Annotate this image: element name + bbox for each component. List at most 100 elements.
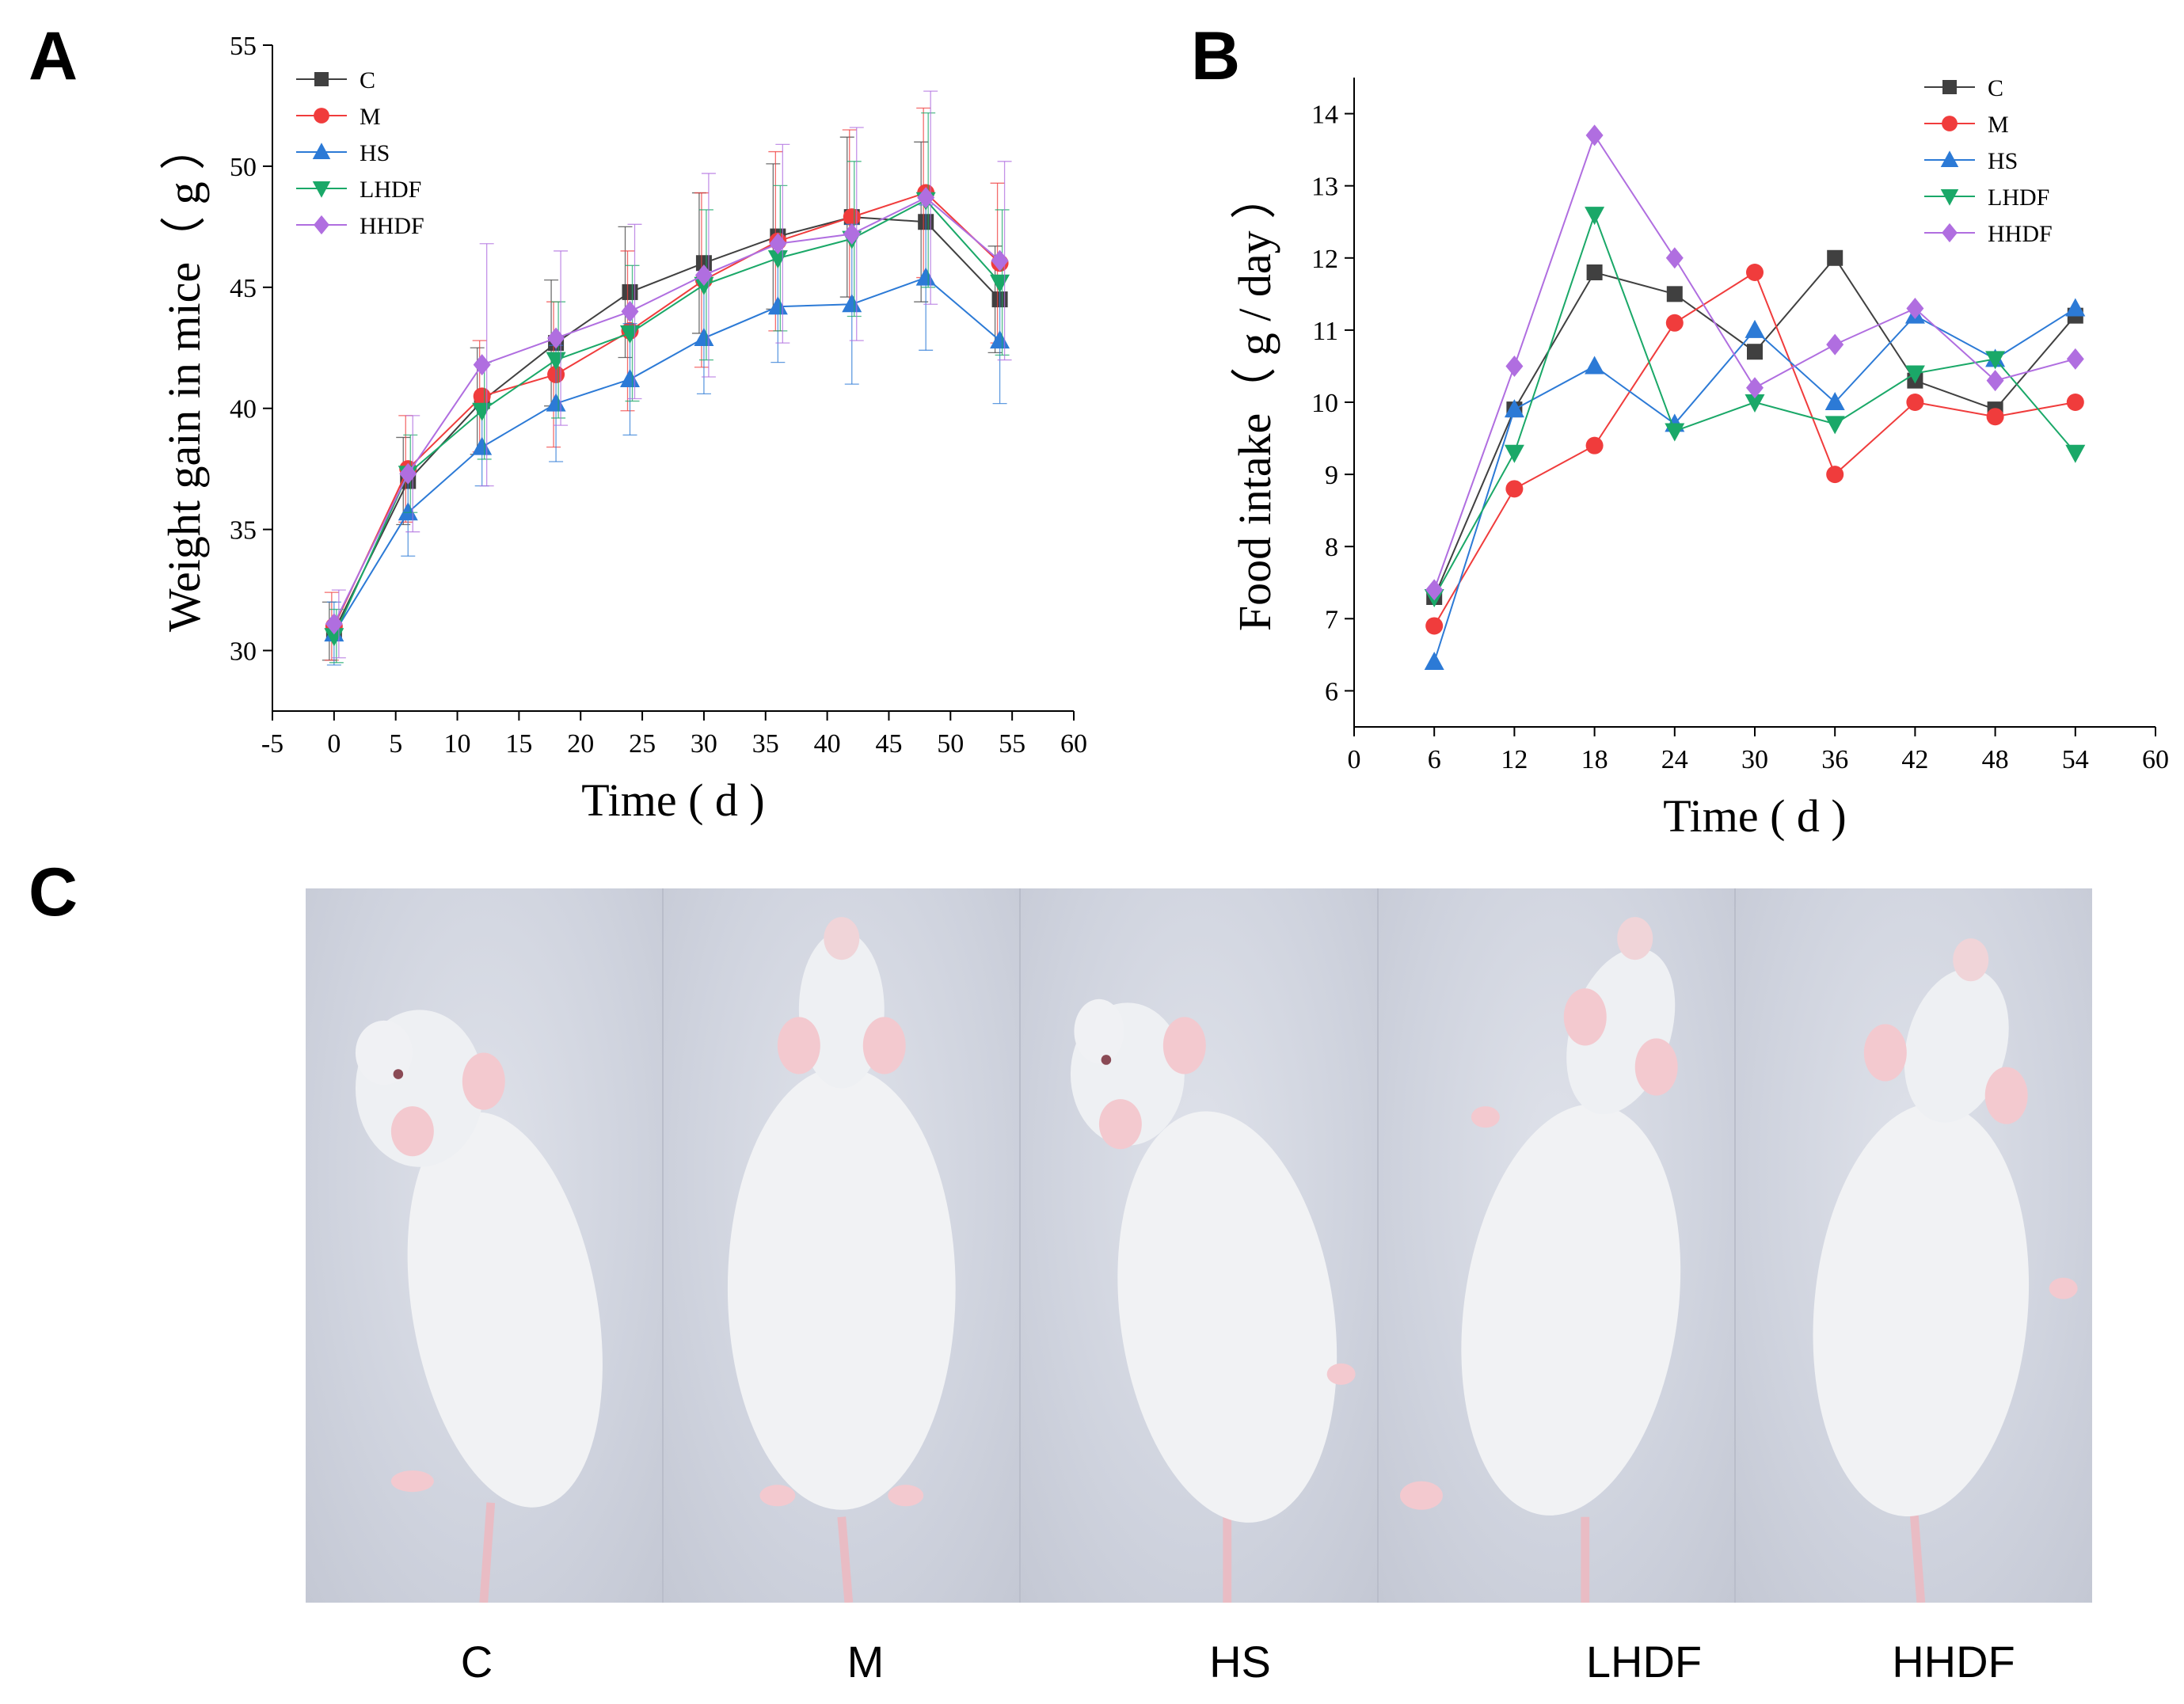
legend-marker-lhdf [1940, 189, 1959, 206]
legend-marker-m [1942, 116, 1958, 131]
x-tick-label: 10 [444, 729, 471, 759]
data-point-hs [1424, 652, 1444, 670]
x-tick-label: 42 [1901, 745, 1928, 774]
x-axis-label: Time ( d ) [581, 774, 765, 826]
mouse-m-illustration [727, 917, 956, 1603]
x-tick-label: 25 [629, 729, 656, 759]
legend-label-hs: HS [360, 140, 390, 166]
x-tick-label: 5 [389, 729, 402, 759]
y-tick-label: 9 [1325, 461, 1338, 490]
legend-label-lhdf: LHDF [360, 177, 421, 203]
data-point-hs [767, 296, 788, 315]
photo-label-m: M [847, 1637, 885, 1687]
y-tick-label: 6 [1325, 677, 1338, 706]
legend-label-lhdf: LHDF [1988, 184, 2049, 211]
data-point-hs [1585, 356, 1605, 375]
x-tick-label: 15 [505, 729, 532, 759]
series-line-m [333, 192, 1001, 627]
data-point-hs [1504, 399, 1524, 418]
data-point-hs [2065, 298, 2086, 317]
data-point-lhdf [2065, 444, 2086, 463]
y-tick-label: 35 [230, 516, 257, 546]
x-tick-label: 54 [2062, 745, 2089, 774]
data-point-hhdf [547, 327, 565, 349]
x-tick-label: 36 [1821, 745, 1848, 774]
data-point-hhdf [325, 613, 343, 635]
legend-marker-hs [312, 143, 331, 159]
photo-label-hs: HS [1209, 1637, 1271, 1687]
legend-marker-hhdf [314, 215, 329, 235]
data-point-lhdf [1665, 423, 1685, 442]
mouse-hhdf-illustration [1813, 938, 2078, 1603]
x-tick-label: 30 [691, 729, 717, 759]
x-tick-label: 60 [1060, 729, 1087, 759]
x-tick-label: 18 [1581, 745, 1608, 774]
data-point-hs [1824, 392, 1845, 410]
y-tick-label: 10 [1311, 389, 1338, 418]
y-tick-label: 12 [1311, 245, 1338, 274]
x-tick-label: 6 [1428, 745, 1441, 774]
mouse-photo-m [661, 888, 1020, 1603]
data-point-m [2066, 394, 2084, 411]
legend-label-hhdf: HHDF [1988, 221, 2053, 247]
y-tick-label: 40 [230, 395, 257, 424]
x-tick-label: 40 [814, 729, 841, 759]
data-point-m [1425, 617, 1444, 635]
data-point-m [1505, 480, 1524, 498]
y-tick-label: 7 [1325, 605, 1338, 634]
x-tick-label: 0 [327, 729, 341, 759]
x-tick-label: 60 [2142, 745, 2169, 774]
data-point-hhdf [843, 223, 861, 245]
y-tick-label: 14 [1311, 101, 1338, 130]
data-point-hhdf [1665, 247, 1684, 269]
legend-label-m: M [1988, 112, 2009, 138]
panel-label-b: B [1191, 18, 1241, 94]
y-tick-label: 55 [230, 32, 257, 61]
mouse-photo-lhdf [1376, 888, 1735, 1603]
series-line-hhdf [333, 196, 1001, 625]
panel-label-a: A [29, 18, 78, 94]
mouse-photo-hhdf [1734, 888, 2092, 1603]
data-point-hs [1745, 319, 1765, 338]
x-tick-label: 24 [1661, 745, 1688, 774]
data-point-c [1827, 249, 1843, 266]
series-line-lhdf [333, 199, 1001, 637]
data-point-lhdf [1985, 351, 2006, 370]
data-point-lhdf [1504, 444, 1524, 463]
data-point-m [1906, 394, 1924, 411]
data-point-hs [990, 330, 1010, 349]
mouse-photo-c [306, 888, 662, 1603]
data-point-lhdf [546, 352, 566, 371]
panel-label-c: C [29, 854, 78, 930]
data-point-hhdf [991, 249, 1009, 272]
data-point-hs [694, 328, 714, 347]
y-tick-label: 11 [1312, 317, 1338, 346]
data-point-lhdf [1585, 207, 1605, 226]
series-line-c [1433, 257, 2076, 598]
mouse-photo-strip [306, 888, 2092, 1603]
data-point-lhdf [1745, 394, 1765, 413]
data-point-hs [915, 267, 936, 286]
data-point-lhdf [472, 402, 493, 421]
data-point-lhdf [990, 274, 1010, 293]
data-point-hhdf [1505, 355, 1524, 377]
data-point-hs [398, 502, 418, 521]
y-tick-label: 45 [230, 274, 257, 303]
data-point-hhdf [769, 233, 787, 255]
weight-gain-chart: -5 0 5 10 15 20 25 30 35 40 45 50 55 60 30 35 40 45 50 55 Ti… [158, 32, 1087, 826]
x-tick-label: -5 [261, 729, 283, 759]
x-tick-label: 55 [999, 729, 1025, 759]
data-point-hhdf [473, 354, 491, 376]
photo-label-c: C [460, 1637, 493, 1687]
y-tick-label: 8 [1325, 533, 1338, 562]
legend-label-c: C [1988, 75, 2003, 101]
y-tick-label: 30 [230, 637, 257, 667]
data-point-c [1586, 264, 1603, 280]
data-point-m [843, 208, 861, 226]
data-point-hhdf [399, 462, 417, 485]
legend-label-m: M [360, 104, 381, 130]
x-tick-label: 30 [1741, 745, 1768, 774]
data-point-hhdf [917, 187, 935, 209]
x-tick-label: 20 [567, 729, 594, 759]
x-tick-label: 48 [1982, 745, 2009, 774]
